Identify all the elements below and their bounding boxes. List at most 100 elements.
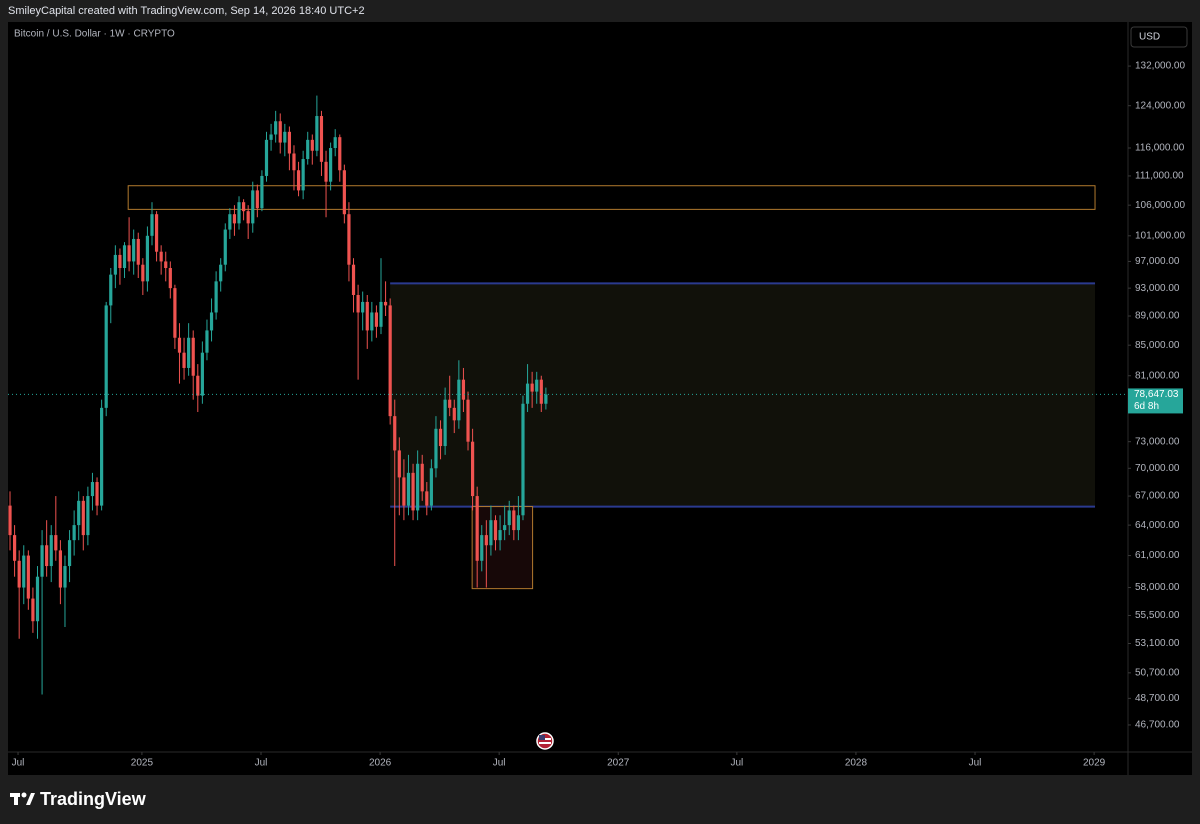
candle-body <box>260 175 264 209</box>
candle-body <box>104 305 108 408</box>
candle-body <box>45 545 49 567</box>
y-tick-label: 50,700.00 <box>1135 667 1180 678</box>
candle-body <box>141 264 145 282</box>
candle-body <box>109 274 113 306</box>
candle-body <box>461 379 466 400</box>
y-tick-label: 46,700.00 <box>1135 720 1180 731</box>
x-tick-label: 2026 <box>369 758 392 769</box>
candle-body <box>512 510 516 531</box>
y-tick-label: 85,000.00 <box>1135 340 1180 351</box>
x-tick-label: Jul <box>12 758 25 769</box>
y-tick-label: 58,000.00 <box>1135 582 1180 593</box>
candle-body <box>493 520 498 541</box>
candle-body <box>72 525 76 541</box>
candle-body <box>457 379 461 421</box>
candle-body <box>425 491 429 506</box>
candle-body <box>475 496 479 561</box>
candle-body <box>347 214 351 265</box>
candle-body <box>269 134 273 140</box>
y-tick-label: 106,000.00 <box>1135 200 1185 211</box>
last-price-label: 78,647.03 <box>1134 389 1179 400</box>
candle-body <box>535 379 539 392</box>
candle-body <box>223 229 227 265</box>
candle-body <box>264 139 269 176</box>
x-tick-label: Jul <box>730 758 743 769</box>
footer-logo <box>10 792 35 805</box>
y-tick-label: 48,700.00 <box>1135 693 1180 704</box>
event-flag[interactable] <box>536 732 554 750</box>
y-tick-label: 81,000.00 <box>1135 370 1180 381</box>
candle-body <box>8 505 12 536</box>
header-caption: SmileyCapital created with TradingView.c… <box>8 5 365 17</box>
candle-body <box>17 560 21 588</box>
currency-label[interactable]: USD <box>1139 32 1160 43</box>
y-tick-label: 97,000.00 <box>1135 256 1180 267</box>
candle-body <box>214 281 218 313</box>
candle-body <box>63 566 67 588</box>
candle-body <box>49 535 53 567</box>
candle-body <box>100 407 104 506</box>
currency-button[interactable] <box>1130 26 1188 48</box>
candle-body <box>306 139 310 160</box>
candle-body <box>420 463 424 492</box>
candle-body <box>383 301 388 306</box>
candle-body <box>209 312 214 331</box>
candle-body <box>136 238 140 265</box>
candle-body <box>338 137 342 171</box>
candle-body <box>22 555 26 588</box>
candle-body <box>438 428 443 447</box>
candle-body <box>411 472 415 511</box>
y-tick-label: 101,000.00 <box>1135 230 1185 241</box>
last-price-badge <box>1128 388 1183 414</box>
candle-body <box>127 245 131 262</box>
candle-body <box>274 121 278 135</box>
candle-body <box>393 416 397 451</box>
candle-body <box>237 202 241 224</box>
candle-body <box>544 394 548 404</box>
candle-body <box>26 555 30 599</box>
candle-body <box>443 399 447 447</box>
candle-body <box>402 477 406 506</box>
y-tick-label: 93,000.00 <box>1135 283 1180 294</box>
candle-body <box>54 535 58 551</box>
candle-body <box>58 550 62 588</box>
y-tick-label: 111,000.00 <box>1135 171 1184 182</box>
candle-body <box>205 330 209 353</box>
y-tick-label: 53,100.00 <box>1135 638 1180 649</box>
candle-body <box>81 500 85 536</box>
footer-brand: TradingView <box>40 789 147 809</box>
y-tick-label: 89,000.00 <box>1135 311 1180 322</box>
candle-body <box>521 403 525 516</box>
candle-body <box>95 482 99 506</box>
candle-body <box>164 261 168 269</box>
candle-body <box>255 190 259 209</box>
candle-body <box>310 139 314 151</box>
x-tick-label: 2025 <box>131 758 154 769</box>
candle-body <box>333 137 337 149</box>
candle-body <box>498 530 502 541</box>
price-zone <box>390 283 1096 507</box>
candle-body <box>191 337 195 376</box>
candle-body <box>122 245 127 269</box>
x-tick-label: 2027 <box>607 758 630 769</box>
y-tick-label: 124,000.00 <box>1135 100 1185 111</box>
candle-body <box>301 159 305 191</box>
candle-body <box>416 463 420 511</box>
candle-body <box>329 148 333 182</box>
candle-body <box>150 214 154 236</box>
candle-body <box>31 598 35 622</box>
candle-body <box>530 383 534 392</box>
x-tick-label: Jul <box>493 758 506 769</box>
y-tick-label: 67,000.00 <box>1135 491 1180 502</box>
candle-body <box>12 535 17 561</box>
bar-countdown: 6d 8h <box>1134 401 1159 412</box>
candle-body <box>525 383 530 404</box>
y-tick-label: 132,000.00 <box>1135 61 1185 72</box>
candle-body <box>251 190 255 224</box>
candle-body <box>145 235 150 282</box>
candle-body <box>154 214 159 252</box>
candle-body <box>177 337 182 353</box>
x-tick-label: 2028 <box>845 758 868 769</box>
candle-body <box>159 251 163 262</box>
candle-body <box>187 337 191 368</box>
